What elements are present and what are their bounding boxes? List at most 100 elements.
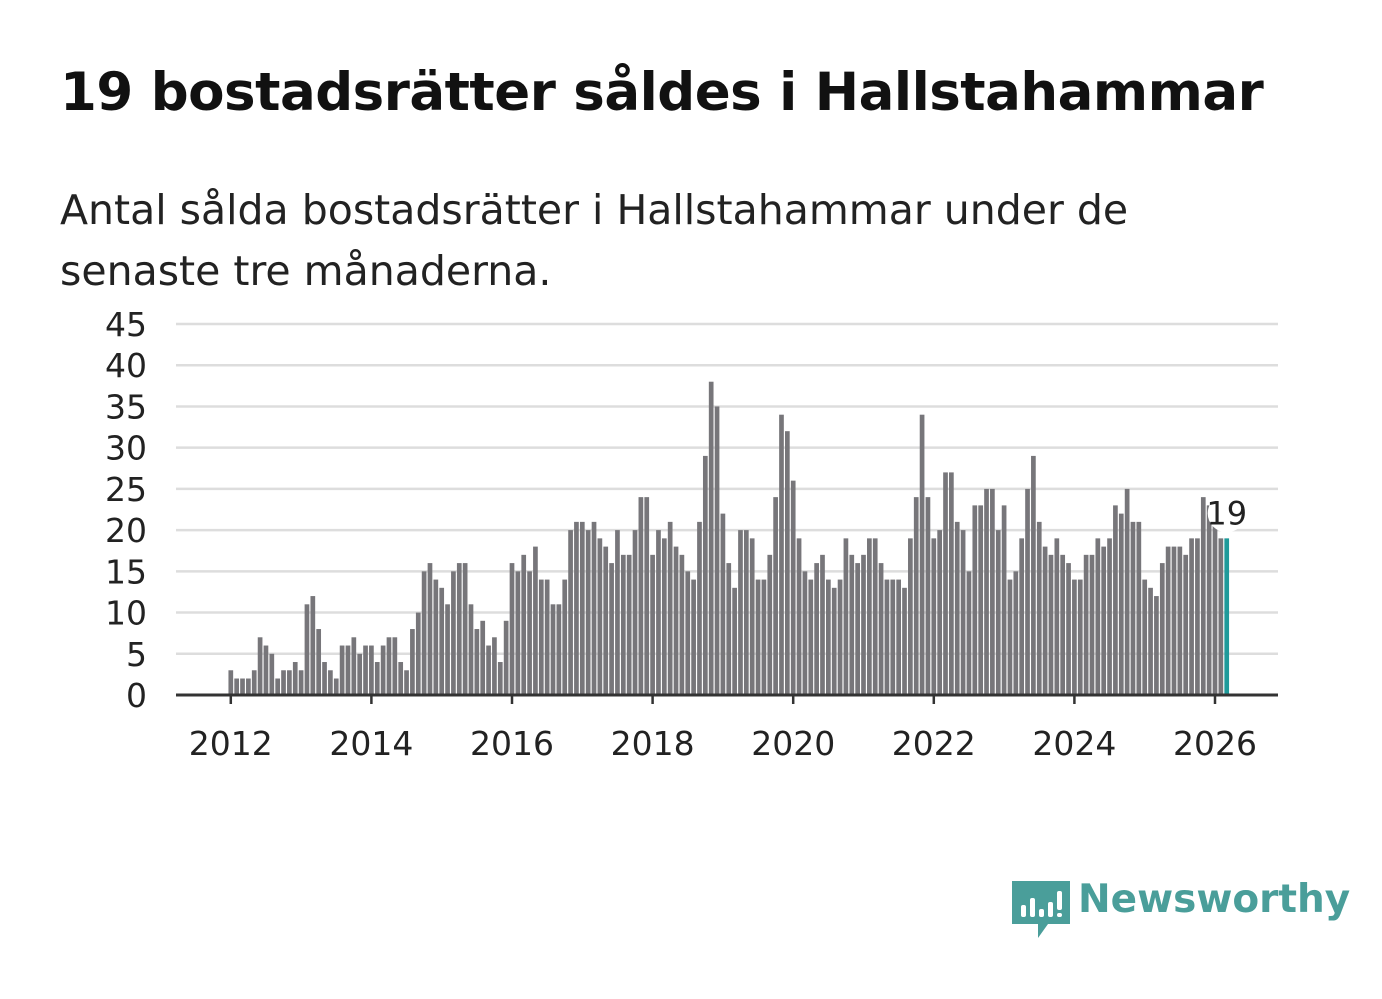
bar	[456, 563, 462, 695]
x-tick-label: 2024	[1032, 724, 1116, 763]
bar	[779, 414, 784, 695]
bar	[1019, 538, 1025, 695]
bar	[749, 538, 755, 695]
bar	[486, 645, 491, 695]
bar	[386, 637, 392, 695]
bar	[1060, 554, 1066, 695]
bar	[339, 645, 345, 695]
bar	[533, 546, 538, 695]
bar	[826, 579, 831, 695]
y-tick-label: 35	[105, 387, 147, 426]
bar	[867, 538, 872, 695]
bar	[468, 604, 474, 695]
bar	[972, 505, 978, 695]
bar	[1042, 546, 1048, 695]
bar	[1113, 505, 1118, 695]
bar	[691, 579, 696, 695]
bar	[1189, 538, 1194, 695]
bar	[515, 571, 521, 695]
bar	[761, 579, 767, 695]
bar	[492, 637, 497, 695]
bars	[228, 381, 1230, 695]
y-tick-label: 45	[105, 305, 147, 344]
bar	[878, 563, 884, 695]
bar	[790, 480, 796, 695]
bar	[644, 497, 650, 695]
bar	[626, 554, 632, 695]
x-tick-label: 2018	[611, 724, 695, 763]
bar	[1036, 521, 1042, 695]
bar	[1089, 554, 1095, 695]
bar	[1183, 554, 1189, 695]
bar	[679, 554, 685, 695]
bar	[351, 637, 357, 695]
bar	[884, 579, 890, 695]
bar	[298, 670, 304, 695]
bar	[820, 554, 825, 695]
bar	[1136, 521, 1142, 695]
bar	[357, 653, 363, 695]
bar	[1072, 579, 1077, 695]
bar	[415, 612, 421, 695]
bar	[1031, 455, 1036, 695]
bar	[784, 431, 790, 695]
bar	[702, 455, 708, 695]
bar	[1066, 563, 1071, 695]
bar	[369, 645, 374, 695]
highlighted-bar	[1224, 538, 1230, 695]
bar	[480, 620, 486, 695]
chart-subtitle: Antal sålda bostadsrätter i Hallstahamma…	[60, 186, 1129, 295]
bar	[1218, 538, 1224, 695]
brand-name: Newsworthy	[1078, 877, 1351, 922]
bar	[902, 587, 907, 695]
bar	[1001, 505, 1007, 695]
bar	[615, 530, 620, 695]
bar	[398, 662, 404, 695]
bar	[931, 538, 937, 695]
bar	[538, 579, 544, 695]
bar	[685, 571, 691, 695]
bar	[1095, 538, 1101, 695]
bar	[720, 513, 726, 695]
bar	[954, 521, 960, 695]
bar	[568, 530, 573, 695]
bar	[421, 571, 427, 695]
bar	[597, 538, 603, 695]
y-tick-label: 25	[105, 470, 147, 509]
bar	[1054, 538, 1060, 695]
bar	[632, 530, 638, 695]
bar	[1007, 579, 1013, 695]
bar	[1130, 521, 1136, 695]
chart-title: 19 bostadsrätter såldes i Hallstahammar	[60, 62, 1264, 123]
bar	[292, 662, 298, 695]
bar	[328, 670, 333, 695]
annotation-label: 19	[1206, 494, 1247, 532]
bar	[445, 604, 450, 695]
bar	[304, 604, 310, 695]
x-tick-label: 2014	[329, 724, 413, 763]
bar	[287, 670, 292, 695]
bar	[620, 554, 626, 695]
bar	[234, 678, 240, 695]
bar	[1154, 596, 1159, 695]
bar	[978, 505, 984, 695]
bar	[755, 579, 761, 695]
bar	[257, 637, 263, 695]
bar	[322, 662, 327, 695]
bar	[814, 563, 819, 695]
bar	[1107, 538, 1112, 695]
bar	[925, 497, 931, 695]
bar	[451, 571, 456, 695]
bar	[363, 645, 368, 695]
bar	[1083, 554, 1089, 695]
bar	[796, 538, 802, 695]
last-value-annotation: 19	[1206, 494, 1247, 533]
bar	[738, 530, 743, 695]
bar	[837, 579, 843, 695]
bar	[773, 497, 778, 695]
x-axis-ticks: 2012 2014 2016 2018 2020 2022 2024 2026	[189, 695, 1257, 763]
bar	[579, 521, 585, 695]
bar	[1025, 488, 1030, 695]
